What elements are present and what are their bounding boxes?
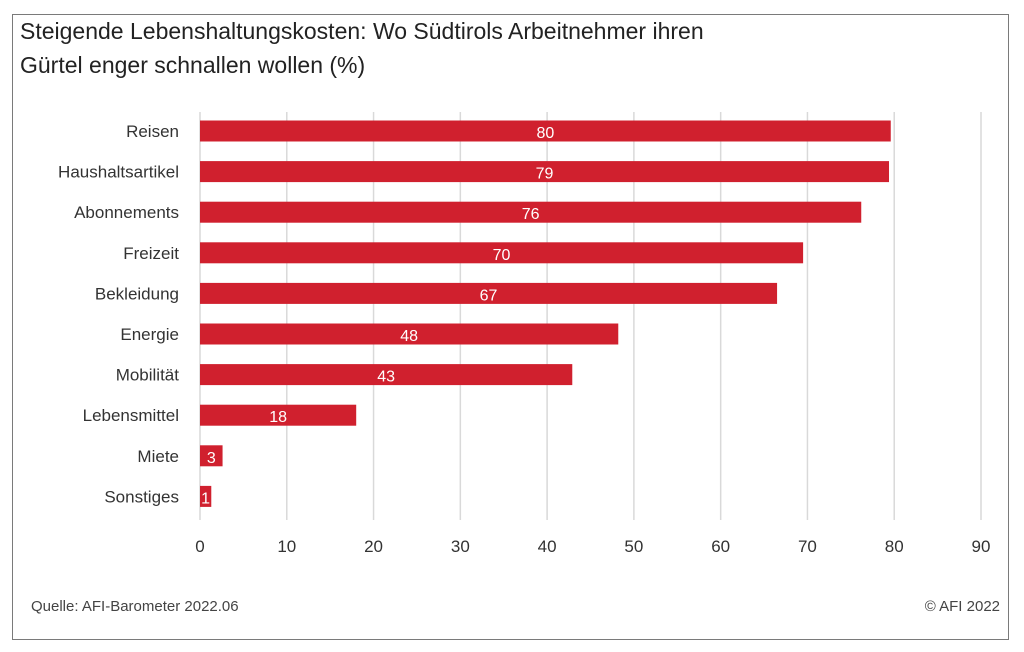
chart-title: Steigende Lebenshaltungskosten: Wo Südti…: [20, 14, 920, 82]
value-label: 70: [493, 247, 511, 264]
category-label: Abonnements: [74, 203, 179, 222]
bar-freizeit: [200, 242, 804, 264]
bar-sonstiges: [200, 485, 212, 507]
value-label: 43: [377, 369, 395, 386]
x-tick-label: 10: [277, 537, 296, 556]
category-label: Mobilität: [116, 366, 180, 385]
category-label: Bekleidung: [95, 284, 179, 303]
value-label: 67: [480, 287, 498, 304]
x-tick-label: 30: [451, 537, 470, 556]
category-label: Energie: [120, 325, 179, 344]
category-label: Miete: [137, 447, 179, 466]
x-tick-label: 80: [885, 537, 904, 556]
x-tick-label: 70: [798, 537, 817, 556]
value-label: 18: [269, 409, 287, 426]
value-label: 79: [536, 166, 554, 183]
category-label: Reisen: [126, 122, 179, 141]
bar-haushaltsartikel: [200, 161, 890, 183]
x-tick-label: 90: [972, 537, 991, 556]
value-label: 3: [207, 450, 216, 467]
bar-abonnements: [200, 201, 862, 223]
source-note: Quelle: AFI-Barometer 2022.06: [31, 598, 239, 615]
bar-reisen: [200, 120, 891, 142]
bar-layer: [200, 120, 891, 507]
x-tick-label: 60: [711, 537, 730, 556]
value-label: 48: [400, 328, 418, 345]
bar-mobilität: [200, 364, 573, 386]
bar-miete: [200, 445, 223, 467]
value-label: 76: [522, 206, 540, 223]
category-label: Haushaltsartikel: [58, 163, 179, 182]
bar-energie: [200, 323, 619, 345]
x-tick-label: 50: [624, 537, 643, 556]
bar-bekleidung: [200, 282, 778, 304]
value-label: 80: [536, 125, 554, 142]
copyright-note: © AFI 2022: [924, 598, 1000, 615]
chart-title-line-1: Steigende Lebenshaltungskosten: Wo Südti…: [20, 18, 704, 44]
label-layer: 0 10 20 30 40 50 60 70 80 90 Reisen 80 Haushaltsarti…: [58, 122, 990, 556]
x-tick-label: 0: [195, 537, 204, 556]
category-label: Sonstiges: [104, 487, 179, 506]
category-label: Freizeit: [123, 244, 179, 263]
category-label: Lebensmittel: [83, 406, 179, 425]
value-label: 1: [201, 490, 210, 507]
x-tick-label: 20: [364, 537, 383, 556]
x-tick-label: 40: [538, 537, 557, 556]
chart-title-line-2: Gürtel enger schnallen wollen (%): [20, 52, 366, 78]
bar-lebensmittel: [200, 404, 357, 426]
